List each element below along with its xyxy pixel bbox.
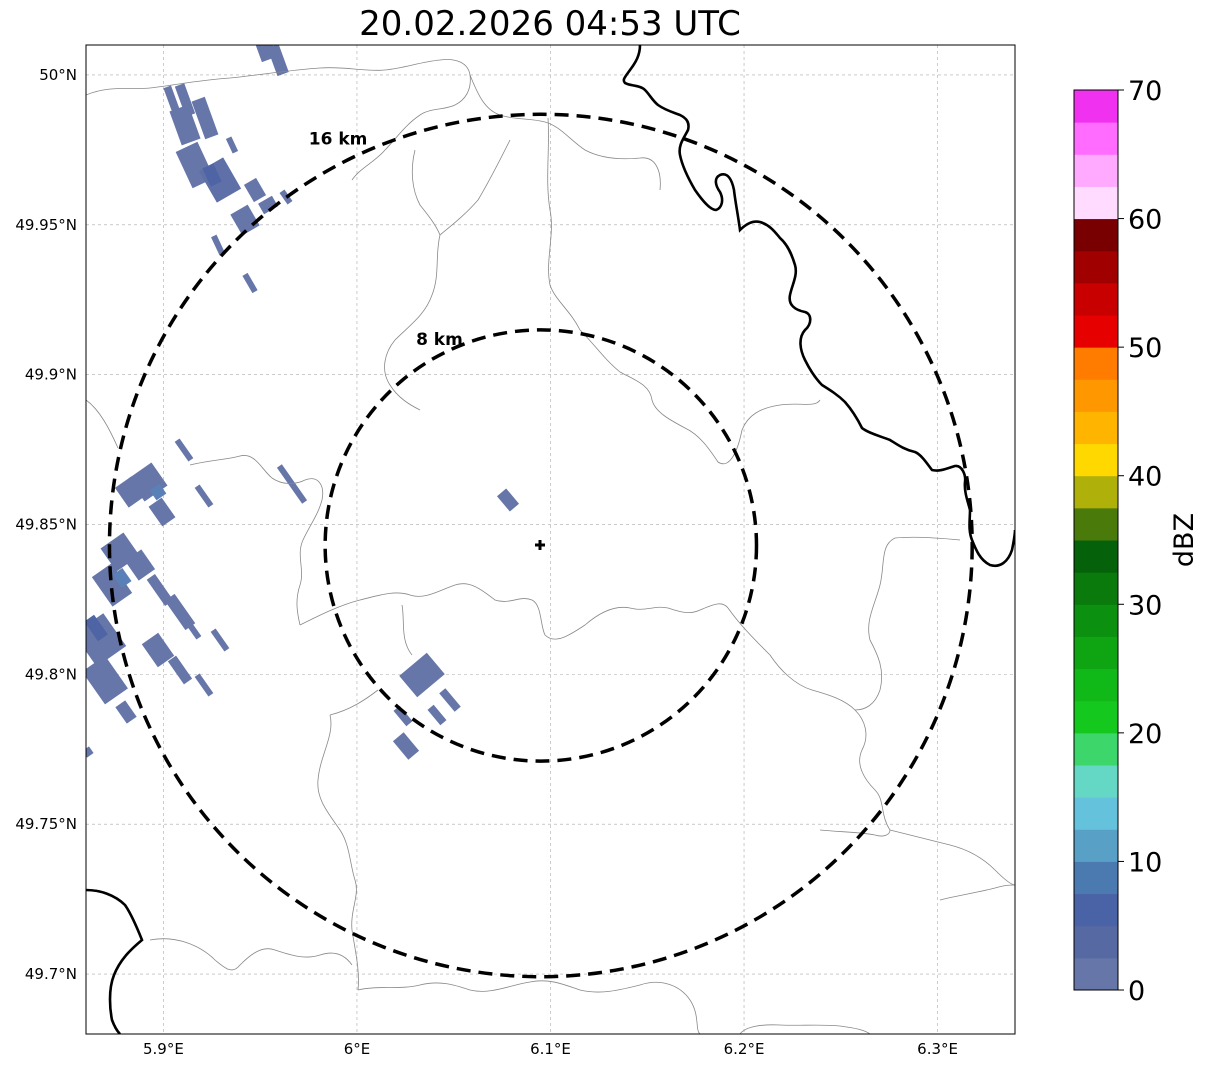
range-ring-16km: [107, 112, 974, 979]
colorbar-tick-label: 20: [1128, 719, 1162, 750]
colorbar-swatch: [1074, 861, 1118, 895]
radar-echoes: [86, 45, 520, 760]
colorbar-tick-label: 50: [1128, 333, 1162, 364]
map-border: [85, 44, 1016, 1035]
colorbar-swatch: [1074, 604, 1118, 637]
colorbar-swatch: [1074, 732, 1118, 766]
colorbar-swatch: [1074, 443, 1118, 477]
colorbar-tick-label: 70: [1128, 76, 1162, 107]
colorbar-frame: [1073, 89, 1119, 991]
colorbar-tick-label: 40: [1128, 462, 1162, 493]
range-rings: 8 km 16 km: [107, 112, 974, 979]
lat-tick-label: 49.8°N: [25, 665, 77, 683]
range-ring-label: 16 km: [309, 129, 368, 149]
lat-tick-label: 49.75°N: [15, 815, 77, 833]
colorbar-swatch: [1074, 154, 1118, 187]
echo-cluster-center: [392, 488, 520, 760]
colorbar-swatch: [1074, 572, 1118, 605]
colorbar-label: dBZ: [1169, 513, 1200, 567]
colorbar-swatch: [1074, 700, 1118, 734]
lon-tick-label: 6°E: [344, 1040, 371, 1058]
lat-tick-label: 49.85°N: [15, 516, 77, 534]
colorbar-swatch: [1074, 797, 1118, 830]
colorbar: 0 10 20 30 40 50 60 70 dBZ: [1073, 76, 1200, 1007]
colorbar-swatch: [1074, 379, 1118, 412]
lon-tick-label: 6.1°E: [530, 1040, 571, 1058]
lat-tick-label: 50°N: [39, 66, 77, 84]
colorbar-swatch: [1074, 540, 1118, 573]
colorbar-tick-label: 10: [1128, 847, 1162, 878]
colorbar-swatch: [1074, 507, 1118, 541]
colorbar-swatch: [1074, 347, 1118, 380]
colorbar-swatch: [1074, 186, 1118, 220]
range-ring-8km: [323, 328, 759, 763]
colorbar-swatch: [1074, 668, 1118, 702]
map-title: 20.02.2026 04:53 UTC: [359, 4, 741, 44]
echo-cluster-north: [163, 45, 293, 294]
colorbar-tick-label: 60: [1128, 205, 1162, 236]
colorbar-swatch: [1074, 315, 1118, 348]
colorbar-swatch: [1074, 218, 1118, 252]
lat-tick-label: 49.9°N: [25, 366, 77, 384]
colorbar-swatch: [1074, 957, 1118, 991]
colorbar-swatch: [1074, 829, 1118, 862]
echo-cluster-west: [86, 438, 308, 758]
radar-site-marker: [535, 540, 545, 550]
colorbar-swatch: [1074, 122, 1118, 155]
colorbar-swatch: [1074, 282, 1118, 316]
lon-tick-label: 6.2°E: [724, 1040, 765, 1058]
colorbar-swatch: [1074, 893, 1118, 927]
axis-ticks: 5.9°E 6°E 6.1°E 6.2°E 6.3°E 50°N 49.95°N 49.9°N…: [15, 66, 958, 1058]
colorbar-swatch: [1074, 636, 1118, 670]
gridlines: [86, 45, 1015, 1034]
lon-tick-label: 5.9°E: [143, 1040, 184, 1058]
colorbar-swatch: [1074, 475, 1118, 509]
range-ring-label: 8 km: [416, 330, 463, 350]
lat-tick-label: 49.95°N: [15, 216, 77, 234]
colorbar-swatch: [1074, 925, 1118, 959]
national-borders: [86, 45, 1015, 1034]
lon-tick-label: 6.3°E: [917, 1040, 958, 1058]
lat-tick-label: 49.7°N: [25, 965, 77, 983]
colorbar-tick-label: 30: [1128, 590, 1162, 621]
colorbar-swatch: [1074, 765, 1118, 798]
colorbar-swatch: [1074, 250, 1118, 284]
colorbar-tick-label: 0: [1128, 976, 1145, 1007]
colorbar-swatch: [1074, 411, 1118, 445]
colorbar-swatch: [1074, 90, 1118, 123]
